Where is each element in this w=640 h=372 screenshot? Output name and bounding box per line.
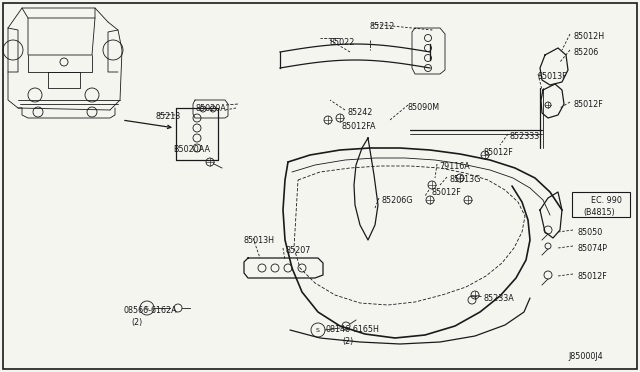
Text: EC. 990: EC. 990 bbox=[591, 196, 622, 205]
Text: 08566-6162A: 08566-6162A bbox=[123, 306, 177, 315]
Text: 852333: 852333 bbox=[510, 132, 540, 141]
Text: 85012F: 85012F bbox=[574, 100, 604, 109]
Text: 85050: 85050 bbox=[577, 228, 602, 237]
Text: (2): (2) bbox=[131, 318, 142, 327]
Text: 85020A: 85020A bbox=[195, 104, 226, 113]
Text: 85012H: 85012H bbox=[574, 32, 605, 41]
Text: 85074P: 85074P bbox=[577, 244, 607, 253]
Text: (2): (2) bbox=[342, 337, 353, 346]
Text: 85206G: 85206G bbox=[381, 196, 413, 205]
Text: 85022: 85022 bbox=[330, 38, 355, 47]
Text: 85012F: 85012F bbox=[431, 188, 461, 197]
Text: 85213: 85213 bbox=[155, 112, 180, 121]
Text: 85013H: 85013H bbox=[244, 236, 275, 245]
Text: 85090M: 85090M bbox=[408, 103, 440, 112]
Text: 08146-6165H: 08146-6165H bbox=[326, 325, 380, 334]
Text: (B4815): (B4815) bbox=[583, 208, 615, 217]
Text: 85012F: 85012F bbox=[577, 272, 607, 281]
Text: 85013F: 85013F bbox=[538, 72, 568, 81]
Text: 85212: 85212 bbox=[370, 22, 396, 31]
Text: 85206: 85206 bbox=[574, 48, 599, 57]
Text: 79116A: 79116A bbox=[439, 162, 470, 171]
Text: J85000J4: J85000J4 bbox=[568, 352, 603, 361]
Text: B5020AA: B5020AA bbox=[173, 145, 210, 154]
Text: 85013G: 85013G bbox=[449, 175, 481, 184]
Text: 85012FA: 85012FA bbox=[341, 122, 376, 131]
Text: 85207: 85207 bbox=[285, 246, 310, 255]
Text: 85242: 85242 bbox=[348, 108, 373, 117]
Text: S: S bbox=[145, 305, 149, 311]
Text: 85012F: 85012F bbox=[483, 148, 513, 157]
Bar bbox=[572, 192, 630, 217]
Text: 85233A: 85233A bbox=[484, 294, 515, 303]
Text: S: S bbox=[316, 327, 320, 333]
